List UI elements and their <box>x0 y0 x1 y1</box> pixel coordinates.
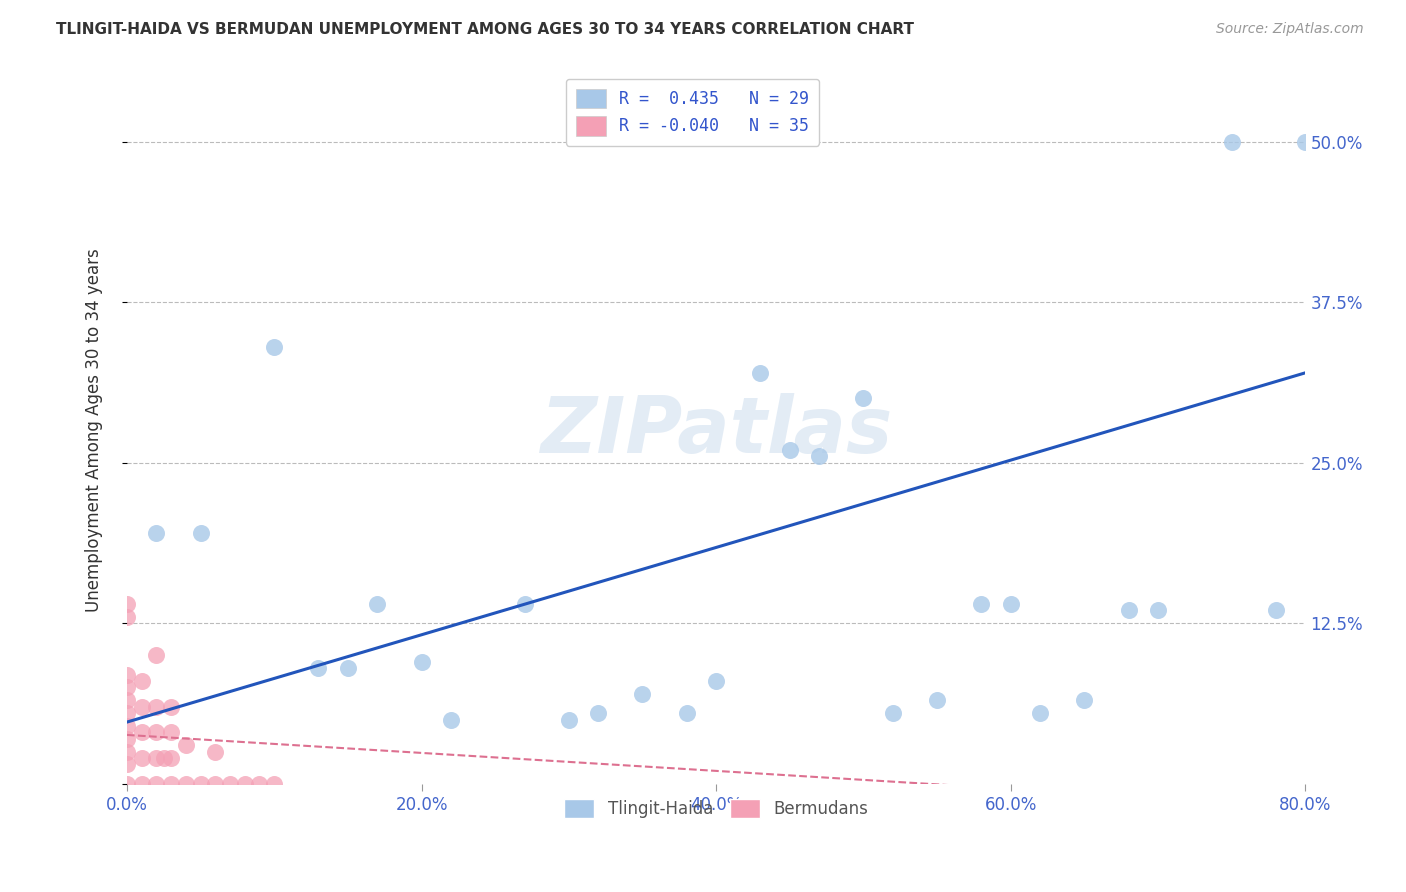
Point <box>190 526 212 541</box>
Point <box>115 757 138 772</box>
Point <box>336 661 359 675</box>
Point <box>233 777 256 791</box>
Point <box>779 442 801 457</box>
Point <box>152 751 174 765</box>
Point <box>115 777 138 791</box>
Point <box>145 751 167 765</box>
Point <box>1073 693 1095 707</box>
Point <box>307 661 329 675</box>
Point <box>115 667 138 681</box>
Point <box>131 699 153 714</box>
Point <box>675 706 697 720</box>
Point <box>1029 706 1052 720</box>
Point <box>588 706 610 720</box>
Text: ZIPatlas: ZIPatlas <box>540 392 893 468</box>
Point <box>558 713 581 727</box>
Point <box>145 526 167 541</box>
Point <box>1000 597 1022 611</box>
Point <box>115 745 138 759</box>
Point <box>115 731 138 746</box>
Point <box>190 777 212 791</box>
Point <box>115 719 138 733</box>
Point <box>749 366 772 380</box>
Point <box>440 713 463 727</box>
Point <box>131 725 153 739</box>
Point <box>1220 135 1243 149</box>
Point <box>145 648 167 663</box>
Point <box>1118 603 1140 617</box>
Text: TLINGIT-HAIDA VS BERMUDAN UNEMPLOYMENT AMONG AGES 30 TO 34 YEARS CORRELATION CHA: TLINGIT-HAIDA VS BERMUDAN UNEMPLOYMENT A… <box>56 22 914 37</box>
Point <box>145 777 167 791</box>
Point <box>115 597 138 611</box>
Point <box>263 777 285 791</box>
Point <box>411 655 433 669</box>
Point <box>204 745 226 759</box>
Point <box>927 693 949 707</box>
Point <box>115 693 138 707</box>
Point <box>1294 135 1316 149</box>
Point <box>160 751 183 765</box>
Text: Source: ZipAtlas.com: Source: ZipAtlas.com <box>1216 22 1364 37</box>
Point <box>115 681 138 695</box>
Point <box>1264 603 1286 617</box>
Point <box>131 777 153 791</box>
Point <box>131 751 153 765</box>
Point <box>131 673 153 688</box>
Y-axis label: Unemployment Among Ages 30 to 34 years: Unemployment Among Ages 30 to 34 years <box>86 249 103 613</box>
Point <box>249 777 271 791</box>
Point <box>145 699 167 714</box>
Point <box>366 597 388 611</box>
Point <box>631 687 654 701</box>
Legend: Tlingit-Haida, Bermudans: Tlingit-Haida, Bermudans <box>558 792 875 825</box>
Point <box>808 450 831 464</box>
Point <box>174 738 197 752</box>
Point <box>160 777 183 791</box>
Point <box>513 597 536 611</box>
Point <box>882 706 904 720</box>
Point <box>174 777 197 791</box>
Point <box>204 777 226 791</box>
Point <box>160 725 183 739</box>
Point <box>115 609 138 624</box>
Point <box>145 725 167 739</box>
Point <box>1147 603 1170 617</box>
Point <box>160 699 183 714</box>
Point <box>219 777 242 791</box>
Point <box>115 706 138 720</box>
Point <box>263 340 285 354</box>
Point <box>704 673 727 688</box>
Point <box>970 597 993 611</box>
Point <box>852 392 875 406</box>
